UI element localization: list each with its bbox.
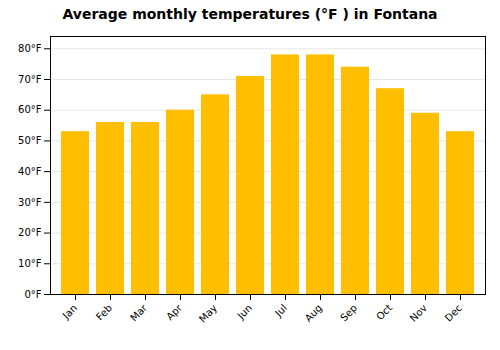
svg-text:Apr: Apr — [164, 302, 185, 323]
svg-text:Jul: Jul — [272, 302, 289, 319]
svg-text:50°F: 50°F — [18, 135, 42, 146]
svg-text:May: May — [197, 302, 219, 324]
svg-text:Mar: Mar — [128, 302, 150, 324]
svg-text:10°F: 10°F — [18, 258, 42, 269]
svg-text:Sep: Sep — [338, 302, 359, 323]
svg-text:70°F: 70°F — [18, 74, 42, 85]
svg-text:0°F: 0°F — [24, 289, 41, 300]
svg-text:30°F: 30°F — [18, 197, 42, 208]
svg-text:Oct: Oct — [374, 302, 394, 322]
svg-text:Dec: Dec — [443, 302, 464, 323]
svg-text:20°F: 20°F — [18, 227, 42, 238]
svg-text:80°F: 80°F — [18, 43, 42, 54]
svg-text:Jan: Jan — [60, 302, 79, 321]
svg-text:Aug: Aug — [303, 302, 325, 324]
svg-text:Jun: Jun — [235, 302, 255, 322]
svg-text:Feb: Feb — [94, 302, 114, 322]
html-text:Average monthly temperatures (: Average monthly temperatures (°F ) in Fo… — [62, 6, 438, 22]
svg-text:Nov: Nov — [408, 302, 430, 324]
svg-text:40°F: 40°F — [18, 166, 42, 177]
svg-text:60°F: 60°F — [18, 104, 42, 115]
